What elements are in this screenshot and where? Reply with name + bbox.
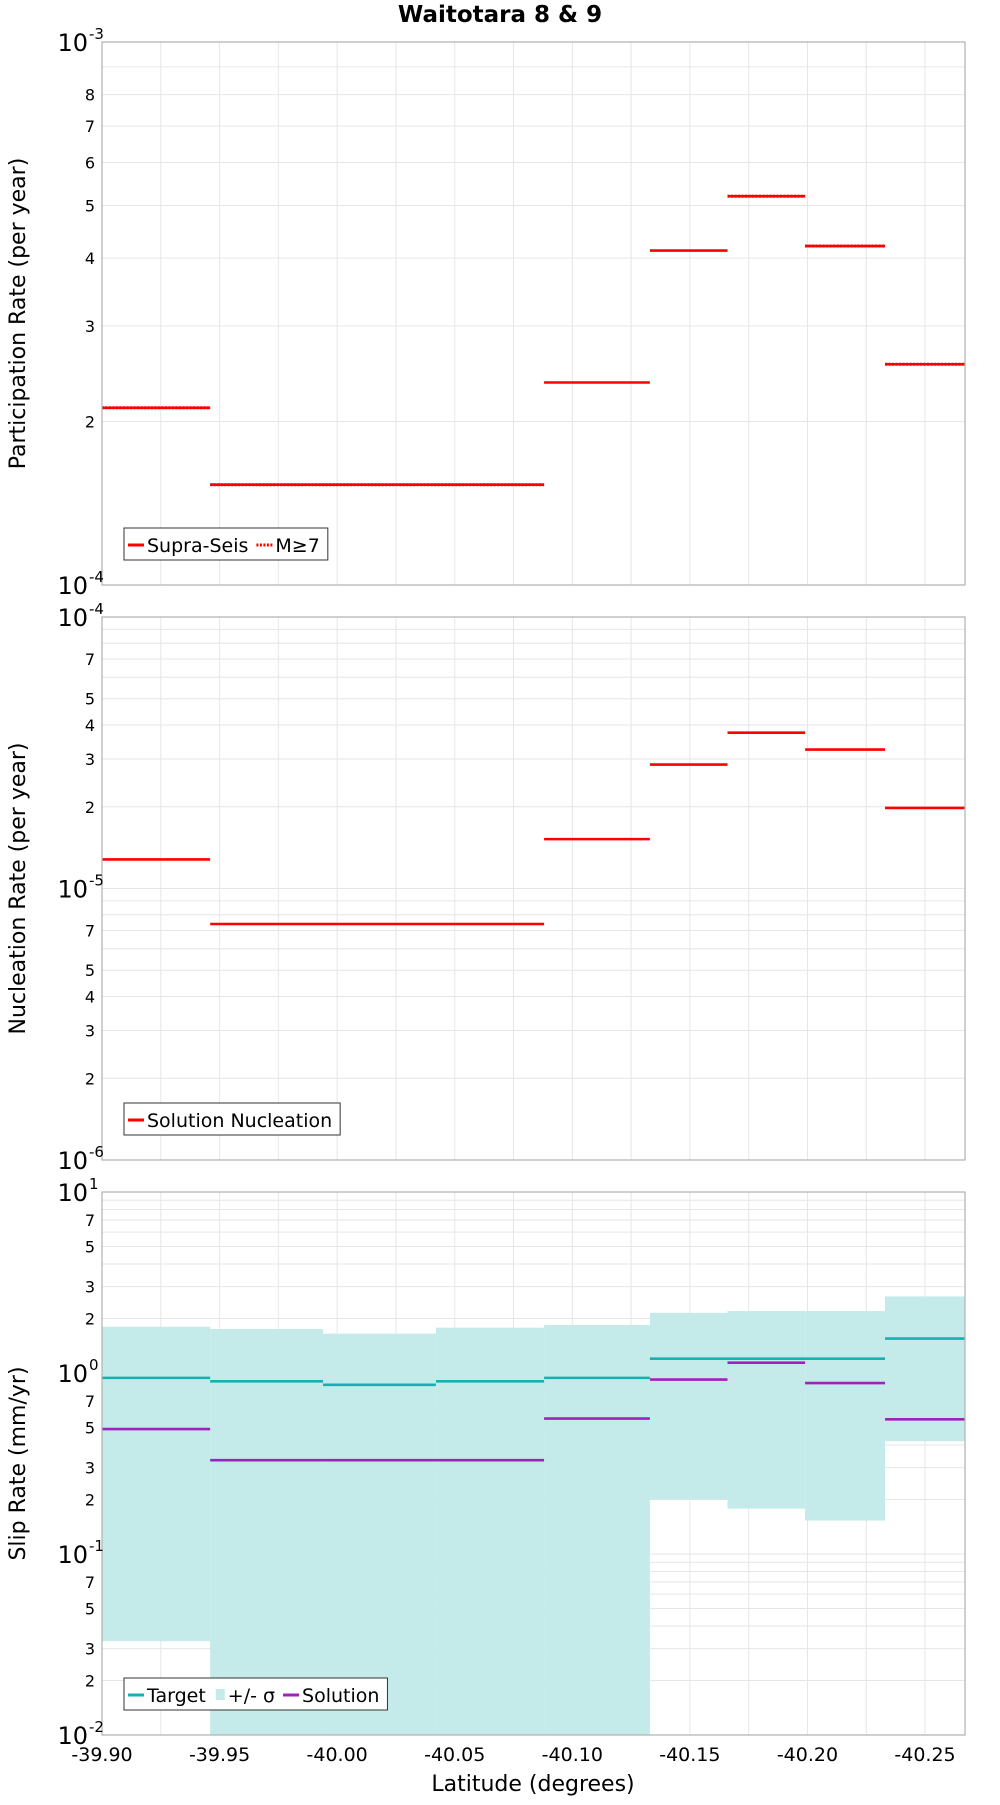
sigma-band [649,1312,728,1500]
y-tick-label: 3 [85,1278,95,1297]
sigma-band [805,1311,886,1521]
legend-label: Target [146,1685,206,1707]
y-tick-label: 3 [85,1640,95,1659]
y-axis-label: Nucleation Rate (per year) [6,743,31,1035]
chart-title: Waitotara 8 & 9 [398,2,602,28]
x-tick-label: -40.25 [894,1744,955,1766]
y-tick-label: 7 [85,117,95,136]
y-tick-label: 7 [85,922,95,941]
y-decade-exponent: -4 [89,600,104,618]
y-tick-label: 4 [85,716,95,735]
y-decade-label: 10 [57,572,88,600]
legend: Solution Nucleation [123,1102,341,1136]
x-tick-label: -39.90 [71,1744,132,1766]
legend-label: Supra-Seis [147,535,248,557]
y-decade-label: 10 [57,876,88,904]
y-tick-label: 7 [85,1211,95,1230]
y-decade-label: 10 [57,1722,88,1750]
x-tick-label: -39.95 [189,1744,250,1766]
y-tick-label: 5 [85,961,95,980]
y-decade-label: 10 [57,29,88,57]
y-tick-label: 7 [85,650,95,669]
sigma-band [435,1327,545,1735]
legend-label: +/- σ [228,1685,275,1707]
x-tick-label: -40.15 [659,1744,720,1766]
sigma-band [102,1326,211,1642]
legend-swatch [215,1689,225,1700]
x-tick-label: -40.00 [307,1744,368,1766]
y-decade-label: 10 [57,1147,88,1175]
sigma-band [210,1329,324,1735]
y-tick-label: 3 [85,750,95,769]
y-decade-exponent: 1 [89,1175,99,1193]
y-decade-label: 10 [57,1179,88,1207]
y-decade-label: 10 [57,1541,88,1569]
y-tick-label: 5 [85,1599,95,1618]
y-tick-label: 2 [85,413,95,432]
y-tick-label: 2 [85,1491,95,1510]
sigma-band [544,1325,650,1735]
x-axis-label: Latitude (degrees) [431,1772,634,1797]
y-tick-label: 3 [85,1021,95,1040]
plot-frame [101,41,966,586]
y-tick-label: 2 [85,1310,95,1329]
sigma-band [727,1311,806,1509]
y-tick-label: 5 [85,690,95,709]
y-axis-label: Slip Rate (mm/yr) [6,1366,31,1560]
legend-box [123,1102,341,1136]
y-tick-label: 5 [85,196,95,215]
y-decade-exponent: 0 [89,1356,99,1374]
legend-box [123,1677,388,1711]
y-decade-exponent: -5 [89,872,104,890]
y-axis-label: Participation Rate (per year) [6,158,31,470]
y-tick-label: 5 [85,1237,95,1256]
y-tick-label: 3 [85,1459,95,1478]
x-tick-label: -40.20 [777,1744,838,1766]
y-tick-label: 5 [85,1418,95,1437]
legend-box [123,527,329,561]
y-tick-label: 2 [85,1069,95,1088]
y-decade-label: 10 [57,604,88,632]
x-tick-label: -40.10 [542,1744,603,1766]
y-tick-label: 8 [85,86,95,105]
y-tick-label: 4 [85,249,95,268]
legend: Supra-Seis M≥7 [123,527,329,561]
legend: Target +/- σ Solution [123,1677,388,1711]
y-decade-exponent: -6 [89,1143,104,1161]
legend-label: Solution [302,1685,379,1707]
plot-frame [101,616,966,1161]
y-tick-label: 6 [85,153,95,172]
y-tick-label: 2 [85,1672,95,1691]
sigma-band [885,1296,965,1442]
y-tick-label: 7 [85,1392,95,1411]
y-decade-label: 10 [57,1360,88,1388]
y-tick-label: 4 [85,988,95,1007]
sigma-band [323,1333,436,1735]
legend-label: M≥7 [275,535,319,557]
y-decade-exponent: -1 [89,1537,104,1555]
y-tick-label: 7 [85,1573,95,1592]
y-tick-label: 3 [85,317,95,336]
legend-label: Solution Nucleation [147,1110,332,1132]
x-tick-label: -40.05 [424,1744,485,1766]
y-decade-exponent: -3 [89,25,104,43]
y-tick-label: 2 [85,798,95,817]
plot-frame [101,1191,966,1736]
y-decade-exponent: -4 [89,568,104,586]
y-decade-exponent: -2 [89,1718,104,1736]
